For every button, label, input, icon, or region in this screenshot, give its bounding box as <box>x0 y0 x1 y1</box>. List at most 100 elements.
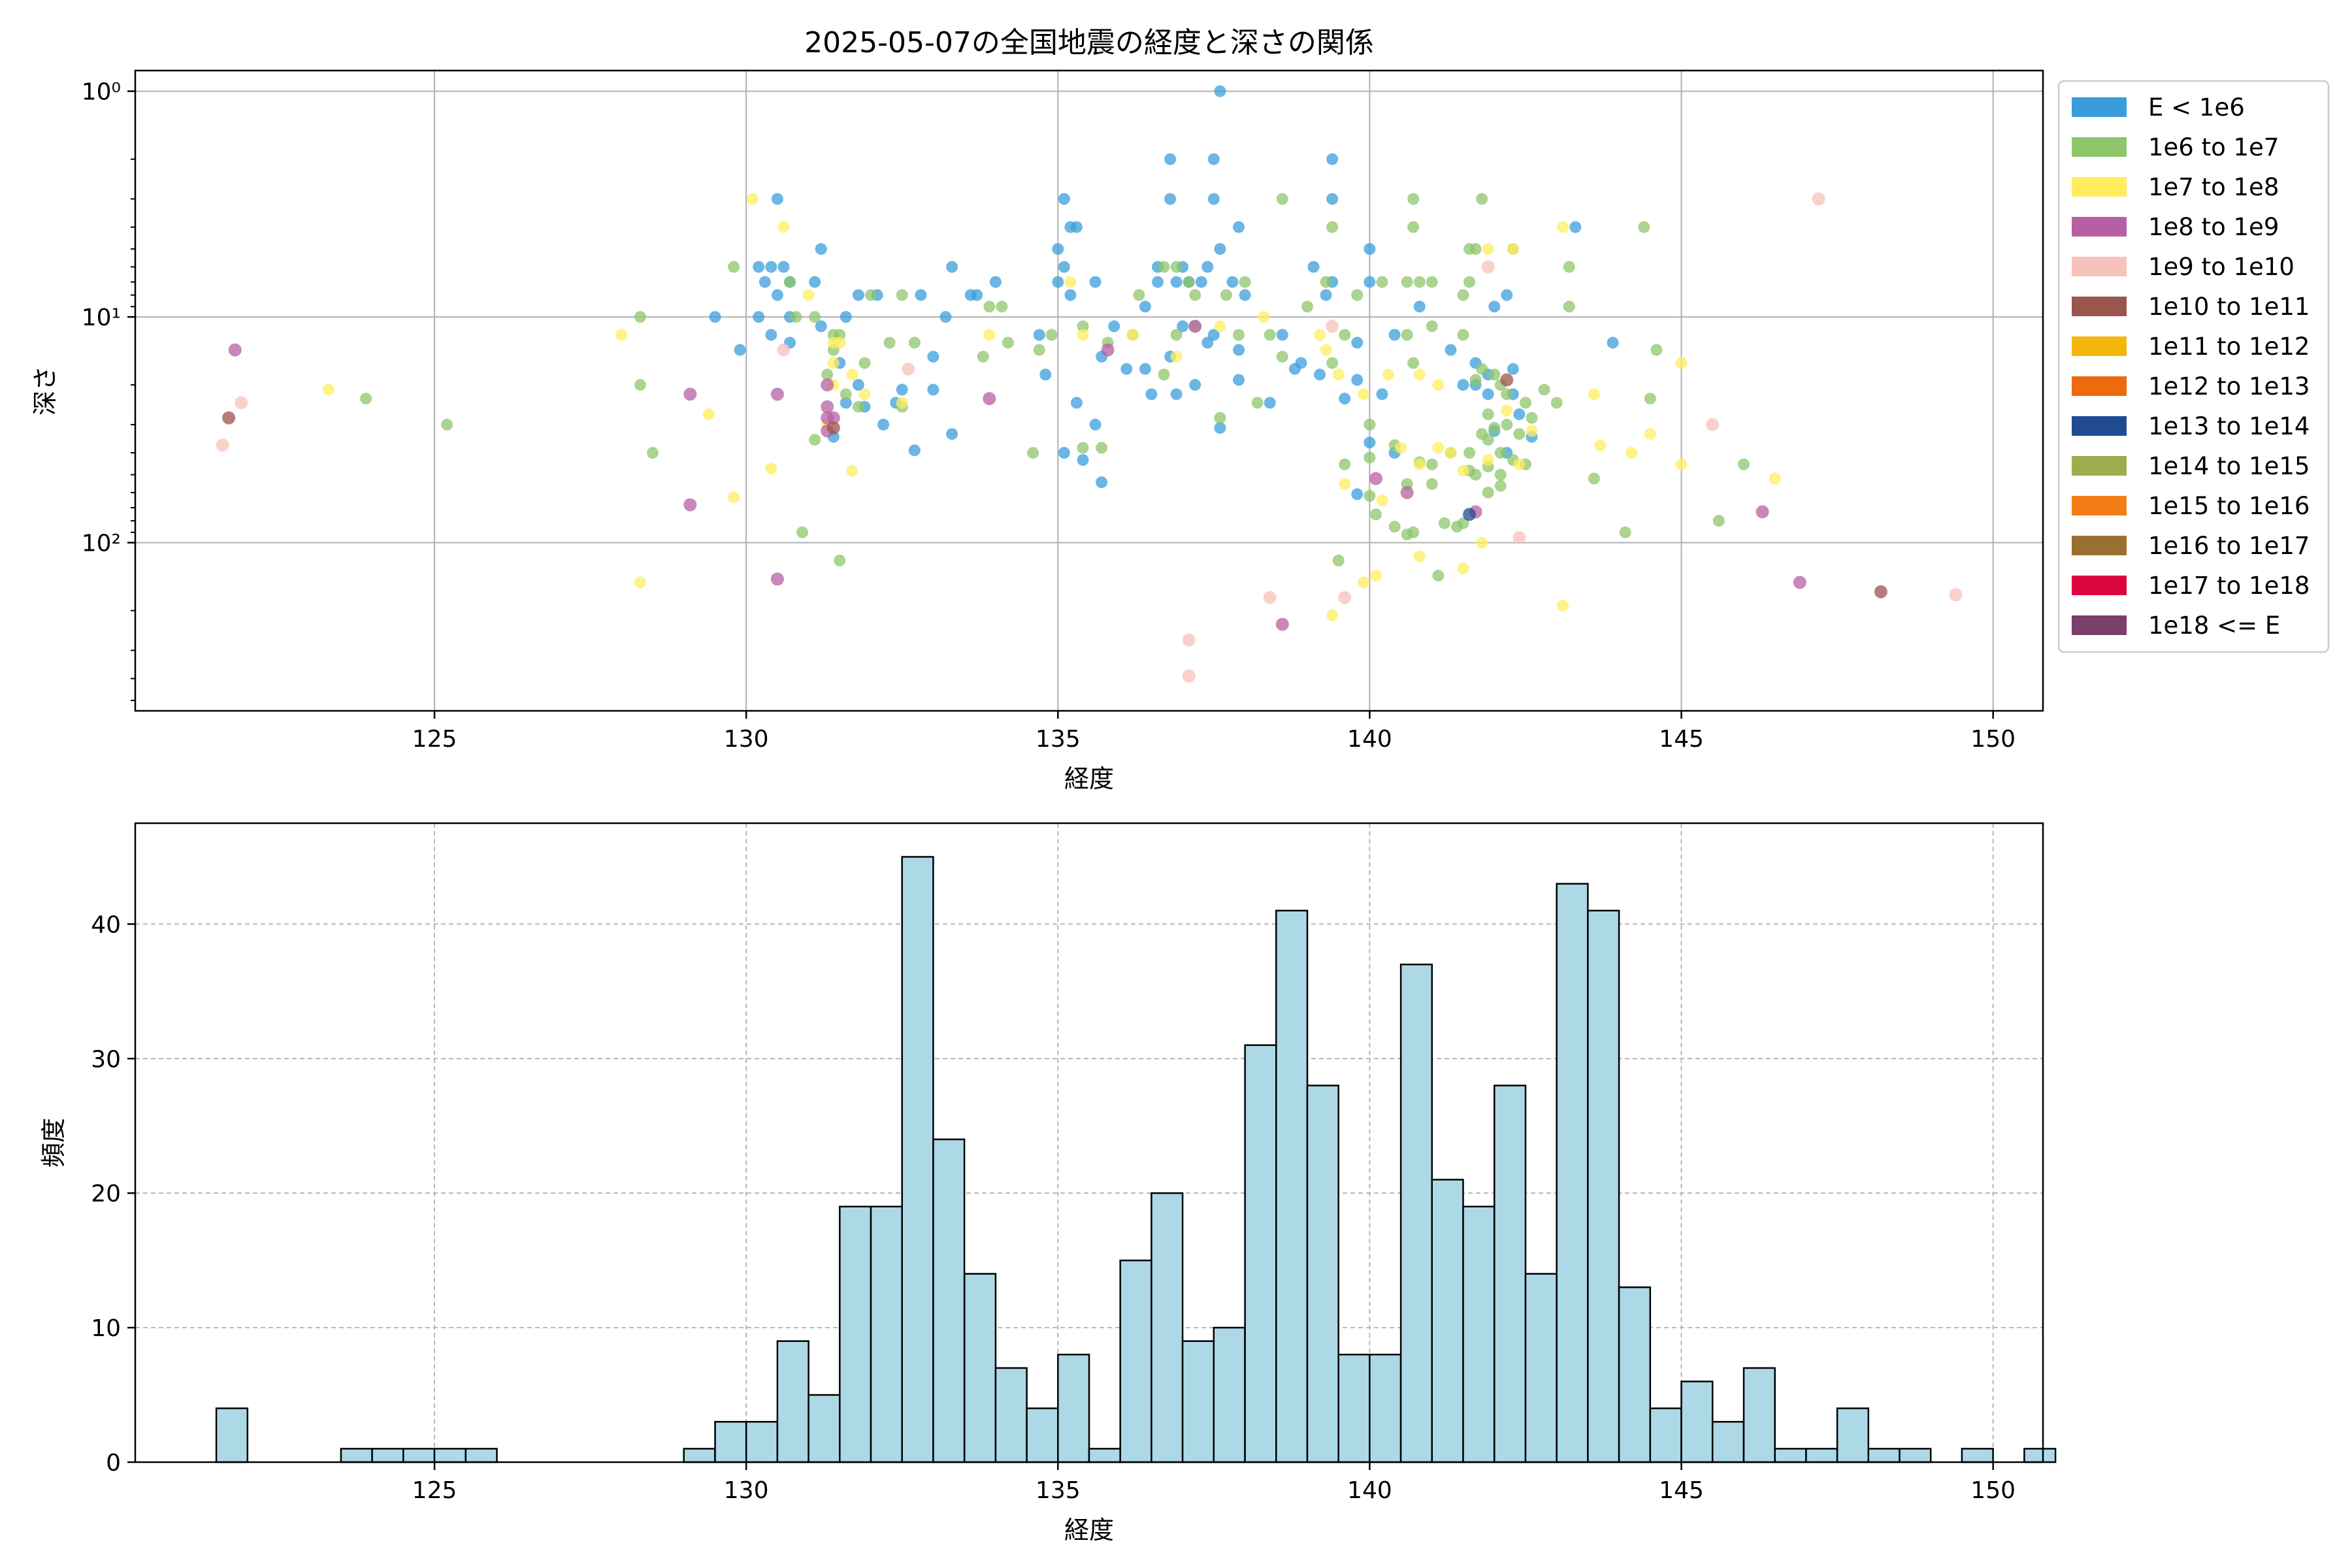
histogram-bar <box>1181 1340 1215 1463</box>
scatter-point <box>1164 153 1177 165</box>
scatter-point <box>1481 260 1495 274</box>
scatter-point <box>1226 276 1239 288</box>
legend-label: E < 1e6 <box>2148 93 2245 122</box>
scatter-point <box>1395 442 1407 454</box>
scatter-point <box>1320 344 1332 356</box>
histogram-bar <box>1494 1085 1527 1463</box>
scatter-point <box>1170 261 1183 273</box>
scatter-point <box>1382 368 1394 381</box>
histogram-bar <box>1057 1354 1090 1463</box>
scatter-point <box>1675 357 1688 369</box>
histogram-bar <box>1244 1044 1277 1463</box>
histogram-bar <box>1742 1367 1776 1463</box>
scatter-point <box>1426 458 1438 470</box>
histogram-y-tick-label: 30 <box>91 1046 121 1073</box>
scatter-point <box>765 261 777 273</box>
scatter-points <box>216 85 1963 683</box>
scatter-point <box>1339 393 1351 405</box>
scatter-point <box>858 357 871 369</box>
scatter-x-tick-label: 135 <box>1036 726 1081 753</box>
histogram-bar <box>1961 1448 1994 1463</box>
scatter-point <box>1501 388 1513 400</box>
scatter-point <box>1569 221 1582 233</box>
histogram-panel: 125 130 135 140 145 150 0 10 20 30 40 経度 頻度 <box>39 822 2057 1544</box>
scatter-point <box>1207 193 1220 205</box>
histogram-bar <box>402 1448 436 1463</box>
scatter-point <box>1501 418 1513 431</box>
scatter-point <box>1812 192 1825 206</box>
scatter-point <box>1407 193 1420 205</box>
scatter-point <box>1588 472 1600 485</box>
histogram-bar <box>1711 1420 1745 1463</box>
legend-swatch <box>2072 615 2127 635</box>
scatter-point <box>846 465 858 477</box>
histogram-bar <box>1587 909 1620 1463</box>
scatter-point <box>1526 412 1538 424</box>
histogram-bar <box>776 1340 809 1463</box>
scatter-point <box>815 243 827 255</box>
scatter-point <box>1077 329 1089 341</box>
scatter-point <box>852 289 864 301</box>
legend-swatch <box>2072 496 2127 515</box>
scatter-point <box>1339 458 1351 470</box>
histogram-bar <box>683 1448 716 1463</box>
histogram-bar <box>1337 1354 1371 1463</box>
scatter-point <box>1413 301 1426 313</box>
scatter-point <box>1233 329 1245 341</box>
scatter-point <box>983 301 996 313</box>
scatter-point <box>1364 276 1376 288</box>
scatter-point <box>1351 289 1364 301</box>
scatter-point <box>1258 311 1270 323</box>
scatter-point <box>1949 588 1963 602</box>
scatter-x-ticks: 125 130 135 140 145 150 <box>412 711 2016 753</box>
histogram-bars <box>215 856 2057 1463</box>
histogram-y-tick-label: 10 <box>91 1315 121 1342</box>
histogram-bar <box>1306 1085 1339 1463</box>
scatter-point <box>883 336 896 349</box>
scatter-point <box>983 392 996 406</box>
scatter-point <box>809 311 821 323</box>
scatter-point <box>1183 276 1195 288</box>
scatter-point <box>1351 374 1364 386</box>
scatter-point <box>915 289 927 301</box>
scatter-point <box>1077 442 1089 454</box>
scatter-point <box>728 491 740 504</box>
scatter-point <box>1077 454 1089 466</box>
scatter-point <box>1413 368 1426 381</box>
scatter-point <box>777 343 791 357</box>
scatter-point <box>846 368 858 381</box>
scatter-point <box>734 344 746 356</box>
scatter-point <box>1706 417 1720 431</box>
scatter-point <box>1476 428 1488 440</box>
scatter-point <box>1201 336 1214 349</box>
scatter-point <box>821 368 834 381</box>
scatter-point <box>1188 319 1202 333</box>
scatter-point <box>896 289 908 301</box>
scatter-point <box>765 329 777 341</box>
scatter-point <box>821 400 834 414</box>
histogram-x-tick-label: 135 <box>1036 1477 1081 1504</box>
scatter-point <box>840 311 852 323</box>
scatter-point <box>1463 276 1476 288</box>
scatter-point <box>1370 508 1382 521</box>
scatter-point <box>1301 301 1313 313</box>
scatter-point <box>1594 439 1607 451</box>
histogram-bar <box>1462 1205 1495 1463</box>
scatter-point <box>1332 368 1345 381</box>
histogram-y-label: 頻度 <box>39 1118 68 1168</box>
scatter-point <box>228 343 242 357</box>
histogram-bar <box>1088 1448 1121 1463</box>
scatter-point <box>1220 289 1232 301</box>
scatter-point <box>840 397 852 409</box>
scatter-point <box>1320 289 1332 301</box>
histogram-bar <box>745 1420 779 1463</box>
scatter-point <box>1364 436 1376 449</box>
scatter-point <box>1364 243 1376 255</box>
scatter-point <box>1326 609 1339 621</box>
legend-swatch <box>2072 137 2127 157</box>
scatter-point <box>1233 221 1245 233</box>
scatter-point <box>1320 276 1332 288</box>
scatter-point <box>877 418 890 431</box>
scatter-point <box>770 387 784 401</box>
